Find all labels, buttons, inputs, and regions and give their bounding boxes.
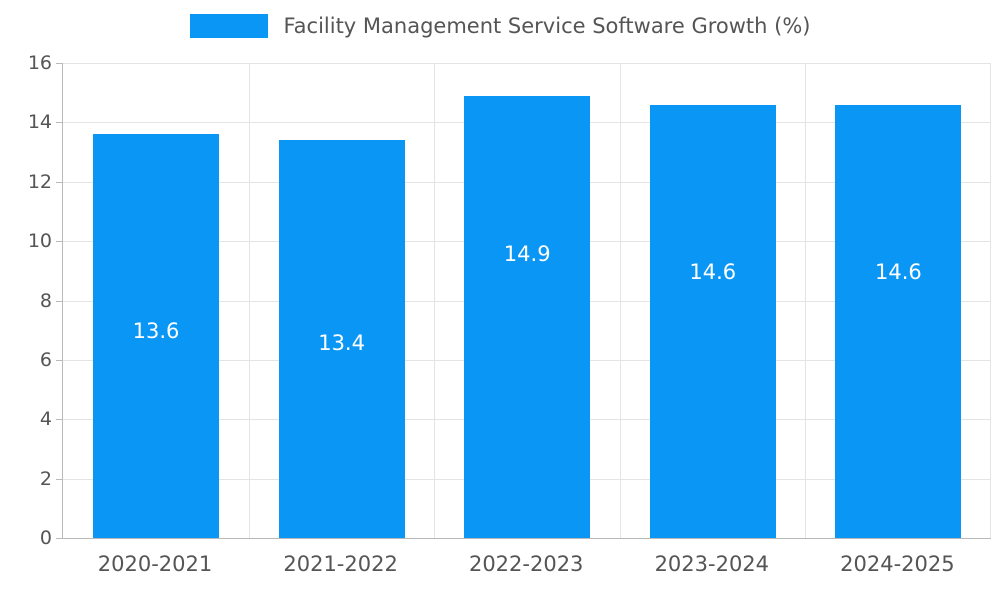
- y-tick-mark: [56, 359, 62, 361]
- bar-2020-2021[interactable]: 13.6: [93, 134, 219, 538]
- chart-legend: Facility Management Service Software Gro…: [0, 14, 1000, 38]
- y-tick-mark: [56, 181, 62, 183]
- bar-2021-2022[interactable]: 13.4: [278, 140, 405, 538]
- y-tick-mark: [56, 63, 62, 64]
- y-axis: 16 14 12 10 8 6 4 2 0: [0, 52, 52, 549]
- y-tick-mark: [56, 419, 62, 421]
- x-tick-label: 2020-2021: [97, 552, 213, 576]
- vertical-gridline: [805, 63, 807, 538]
- y-tick-mark: [56, 478, 62, 480]
- bar-value-label: 14.6: [875, 259, 922, 284]
- y-tick-label: 14: [27, 111, 52, 134]
- bar-value-label: 13.4: [318, 331, 365, 356]
- y-tick-label: 8: [39, 289, 52, 312]
- x-tick-label: 2021-2022: [283, 552, 398, 576]
- gridline: [63, 63, 991, 64]
- vertical-gridline: [619, 63, 621, 538]
- y-tick-mark: [56, 122, 62, 124]
- y-tick-mark: [56, 538, 62, 539]
- bar-value-label: 13.6: [132, 319, 180, 344]
- plot-area: 13.6 13.4 14.9 14.6 14.6: [62, 63, 991, 539]
- bar-value-label: 14.9: [503, 241, 551, 266]
- y-tick-mark: [56, 300, 62, 302]
- y-tick-label: 2: [39, 467, 52, 490]
- x-tick-label: 2022-2023: [468, 552, 584, 576]
- y-tick-label: 10: [27, 230, 52, 253]
- bar-2023-2024[interactable]: 14.6: [649, 104, 776, 538]
- vertical-gridline: [434, 63, 436, 538]
- legend-swatch-series-1[interactable]: [189, 14, 268, 38]
- x-tick-label: 2024-2025: [840, 552, 955, 576]
- vertical-gridline: [990, 63, 991, 538]
- vertical-gridline: [248, 63, 250, 538]
- y-tick-label: 6: [39, 348, 52, 371]
- y-tick-label: 4: [39, 408, 52, 431]
- x-tick-label: 2023-2024: [654, 552, 770, 576]
- y-tick-label: 12: [27, 170, 52, 193]
- y-tick-label: 0: [39, 527, 52, 549]
- bar-value-label: 14.6: [689, 259, 737, 284]
- bar-2022-2023[interactable]: 14.9: [464, 95, 591, 538]
- bar-2024-2025[interactable]: 14.6: [835, 104, 962, 538]
- legend-label-series-1[interactable]: Facility Management Service Software Gro…: [283, 14, 811, 38]
- y-tick-mark: [56, 241, 62, 243]
- y-tick-label: 16: [27, 52, 52, 74]
